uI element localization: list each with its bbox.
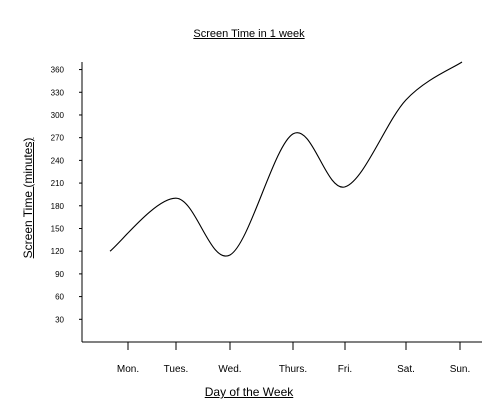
x-tick-label-2: Wed. — [218, 364, 241, 375]
y-axis-ticks: 30 60 90 120 150 180 210 240 270 300 330 360 — [51, 66, 82, 324]
y-tick-label-60: 60 — [55, 293, 64, 302]
y-tick-label-90: 90 — [55, 270, 64, 279]
x-axis-label: Day of the Week — [204, 385, 294, 399]
y-tick-label-360: 360 — [51, 66, 65, 75]
series-line — [109, 61, 463, 257]
x-axis-ticks: Mon. Tues. Wed. Thurs. Fri. Sat. Sun. — [117, 342, 470, 375]
x-tick-label-4: Fri. — [338, 364, 352, 375]
x-tick-label-3: Thurs. — [279, 364, 307, 375]
y-axis-label: Screen Time (minutes) — [21, 137, 35, 259]
chart-title: Screen Time in 1 week — [193, 28, 305, 40]
y-tick-label-30: 30 — [55, 315, 64, 324]
axes — [81, 62, 482, 343]
y-tick-label-150: 150 — [51, 224, 65, 233]
y-tick-label-180: 180 — [51, 202, 65, 211]
y-tick-label-240: 240 — [51, 156, 65, 165]
y-tick-label-300: 300 — [51, 111, 65, 120]
x-tick-label-1: Tues. — [164, 364, 189, 375]
y-tick-label-210: 210 — [51, 179, 65, 188]
y-tick-label-120: 120 — [51, 247, 65, 256]
x-tick-label-0: Mon. — [117, 364, 139, 375]
x-tick-label-5: Sat. — [397, 364, 415, 375]
x-tick-label-6: Sun. — [450, 364, 471, 375]
y-tick-label-330: 330 — [51, 88, 65, 97]
y-tick-label-270: 270 — [51, 134, 65, 143]
